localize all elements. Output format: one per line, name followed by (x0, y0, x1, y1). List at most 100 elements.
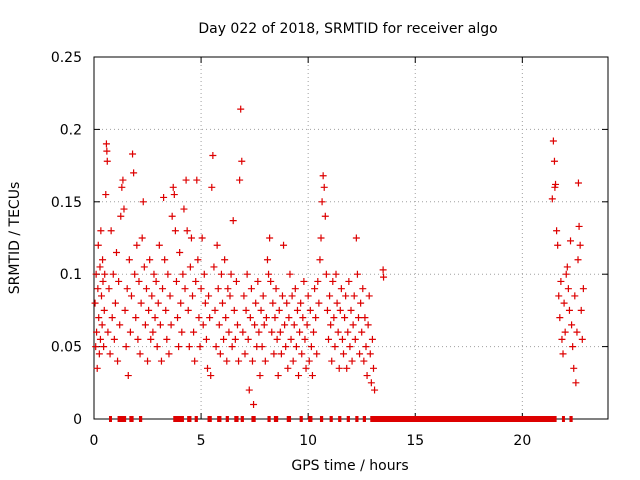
data-point (259, 292, 267, 300)
zero-value-marker (240, 416, 244, 422)
data-point (353, 270, 361, 278)
data-point (290, 321, 298, 329)
data-point (223, 357, 231, 365)
data-point (576, 241, 584, 249)
data-point (208, 183, 216, 191)
data-point (560, 299, 568, 307)
data-point (328, 357, 336, 365)
data-point (256, 372, 264, 380)
data-point (159, 285, 167, 293)
data-point (215, 321, 223, 329)
data-point (569, 343, 577, 351)
data-point (549, 137, 557, 145)
data-point (226, 292, 234, 300)
data-point (316, 256, 324, 264)
data-point (146, 256, 154, 264)
data-point (154, 299, 162, 307)
data-point (122, 343, 130, 351)
data-point (296, 328, 304, 336)
data-point (574, 179, 582, 187)
data-point (237, 105, 245, 113)
data-point (169, 183, 177, 191)
data-point (369, 364, 377, 372)
data-point (206, 314, 214, 322)
data-point (185, 343, 193, 351)
data-point (235, 357, 243, 365)
data-point (552, 180, 560, 188)
data-point (120, 205, 128, 213)
zero-value-marker (273, 416, 279, 422)
data-point (342, 292, 350, 300)
data-point (299, 314, 307, 322)
data-point (211, 306, 219, 314)
data-point (312, 314, 320, 322)
data-point (175, 343, 183, 351)
data-point (562, 270, 570, 278)
data-point (267, 277, 275, 285)
data-point (337, 285, 345, 293)
data-point (97, 292, 105, 300)
data-point (347, 306, 355, 314)
data-point (162, 306, 170, 314)
data-point (194, 256, 202, 264)
data-point (131, 270, 139, 278)
data-point (271, 314, 279, 322)
data-point (281, 321, 289, 329)
data-point (563, 263, 571, 271)
data-point (163, 335, 171, 343)
data-point (111, 299, 119, 307)
data-point (91, 299, 99, 307)
data-point (238, 157, 246, 165)
data-point (227, 270, 235, 278)
x-tick-label: 20 (513, 433, 531, 449)
data-point (142, 285, 150, 293)
zero-value-marker (561, 416, 565, 422)
data-point (327, 321, 335, 329)
data-point (180, 205, 188, 213)
data-point (109, 270, 117, 278)
data-point (149, 328, 157, 336)
data-point (133, 241, 141, 249)
data-point (138, 234, 146, 242)
data-point (105, 285, 113, 293)
data-point (197, 285, 205, 293)
data-point (287, 335, 295, 343)
data-point (341, 314, 349, 322)
data-point (244, 335, 252, 343)
data-point (246, 314, 254, 322)
zero-value-marker (187, 416, 192, 422)
data-point (92, 343, 100, 351)
grid-lines (94, 57, 608, 419)
data-point (564, 285, 572, 293)
data-point (364, 321, 372, 329)
data-point (301, 335, 309, 343)
data-point (130, 169, 138, 177)
data-point (300, 277, 308, 285)
data-point (276, 328, 284, 336)
data-point (350, 292, 358, 300)
data-point (280, 241, 288, 249)
zero-value-marker (117, 416, 127, 422)
data-point (103, 157, 111, 165)
data-point (182, 176, 190, 184)
data-point (579, 285, 587, 293)
data-point (195, 314, 203, 322)
data-point (320, 183, 328, 191)
zero-value-marker (308, 416, 313, 422)
data-point (277, 350, 285, 358)
data-point (108, 314, 116, 322)
data-point (189, 292, 197, 300)
zero-value-marker (346, 416, 350, 422)
data-point (273, 335, 281, 343)
x-tick-label: 15 (406, 433, 424, 449)
y-tick-label: 0.1 (60, 267, 82, 283)
data-point (258, 343, 266, 351)
data-point (349, 321, 357, 329)
data-point (123, 285, 131, 293)
data-point (363, 372, 371, 380)
data-point (114, 357, 122, 365)
data-point (358, 328, 366, 336)
data-point (230, 306, 238, 314)
data-point (247, 285, 255, 293)
data-point (361, 314, 369, 322)
